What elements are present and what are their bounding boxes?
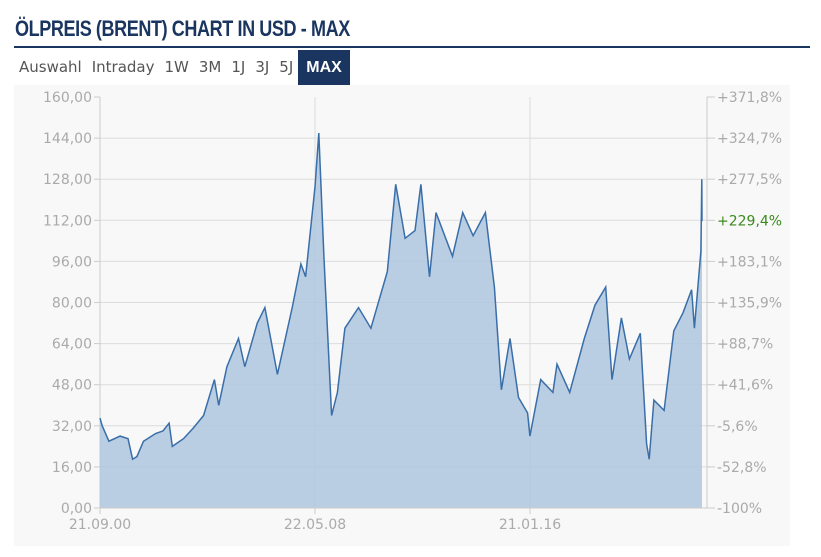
- y-tick-label: 80,00: [52, 296, 92, 312]
- y-tick-label: 128,00: [43, 172, 92, 188]
- x-tick-label: 21.09.00: [69, 517, 131, 533]
- x-tick-label: 22.05.08: [284, 517, 346, 533]
- tab-1w[interactable]: 1W: [164, 58, 189, 76]
- y-tick-label: 160,00: [43, 90, 92, 106]
- y2-tick-label: -100%: [717, 501, 762, 517]
- x-tick-label: 21.01.16: [499, 517, 561, 533]
- y2-tick-label: -52,8%: [717, 460, 767, 476]
- y2-tick-label: +371,8%: [717, 90, 782, 106]
- y-tick-label: 0,00: [61, 501, 92, 517]
- tab-max[interactable]: MAX: [298, 50, 350, 85]
- y2-tick-label: -5,6%: [717, 419, 758, 435]
- tab-3j[interactable]: 3J: [255, 58, 270, 76]
- y-tick-label: 32,00: [52, 419, 92, 435]
- y2-tick-label: +88,7%: [717, 337, 773, 353]
- y2-tick-label: +324,7%: [717, 131, 782, 147]
- y2-tick-label: +135,9%: [717, 296, 782, 312]
- tab-intraday[interactable]: Intraday: [91, 58, 155, 76]
- tab-5j[interactable]: 5J: [279, 58, 294, 76]
- price-line: [99, 132, 703, 461]
- y2-tick-label: +229,4%: [717, 213, 782, 229]
- range-tabs: Auswahl Intraday 1W 3M 1J 3J 5J MAX: [14, 50, 350, 85]
- title-divider: [14, 46, 810, 48]
- y-tick-label: 112,00: [43, 213, 92, 229]
- y-tick-label: 16,00: [52, 460, 92, 476]
- page-title: ÖLPREIS (BRENT) CHART IN USD - MAX: [15, 16, 350, 41]
- tab-auswahl[interactable]: Auswahl: [19, 58, 82, 76]
- tab-1j[interactable]: 1J: [231, 58, 246, 76]
- y2-tick-label: +41,6%: [717, 378, 773, 394]
- tab-3m[interactable]: 3M: [198, 58, 222, 76]
- y2-tick-label: +183,1%: [717, 254, 782, 270]
- y-tick-label: 48,00: [52, 378, 92, 394]
- y-tick-label: 64,00: [52, 337, 92, 353]
- price-area: [100, 133, 702, 508]
- y-tick-label: 96,00: [52, 254, 92, 270]
- y2-tick-label: +277,5%: [717, 172, 782, 188]
- y-tick-label: 144,00: [43, 131, 92, 147]
